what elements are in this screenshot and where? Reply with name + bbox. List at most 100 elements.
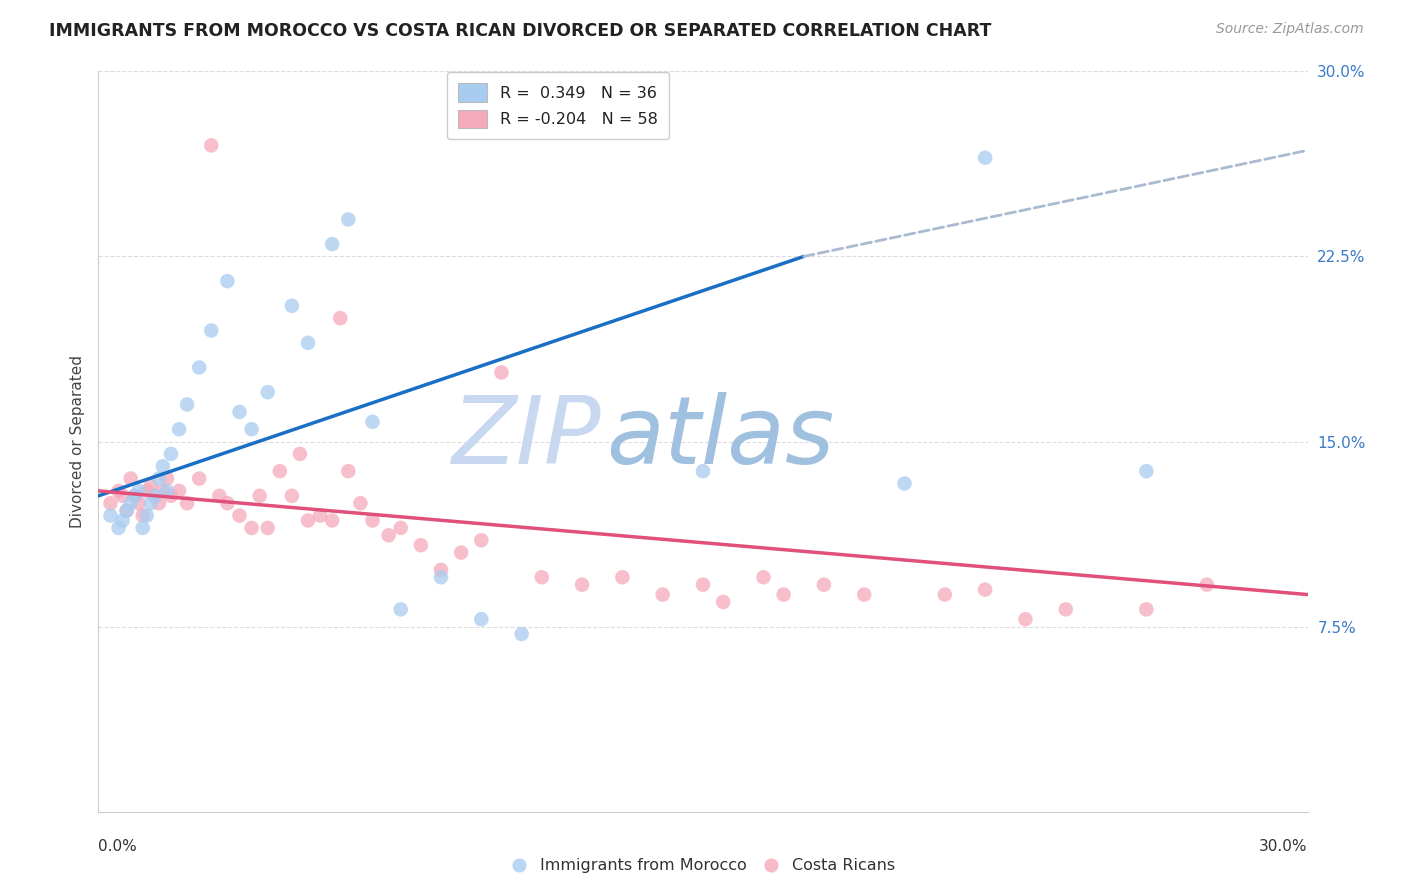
Point <box>813 577 835 591</box>
Point <box>1135 464 1157 478</box>
Point <box>256 385 278 400</box>
Point <box>217 274 239 288</box>
Point <box>491 366 513 380</box>
Legend: Immigrants from Morocco, Costa Ricans: Immigrants from Morocco, Costa Ricans <box>505 852 901 880</box>
Point <box>389 521 412 535</box>
Point <box>200 138 222 153</box>
Point <box>115 503 138 517</box>
Point <box>510 627 533 641</box>
Point <box>240 422 263 436</box>
Point <box>100 496 122 510</box>
Text: Source: ZipAtlas.com: Source: ZipAtlas.com <box>1216 22 1364 37</box>
Point <box>692 577 714 591</box>
Point <box>974 582 997 597</box>
Point <box>377 528 399 542</box>
Point <box>288 447 311 461</box>
Point <box>349 496 371 510</box>
Point <box>281 299 304 313</box>
Point <box>128 496 150 510</box>
Point <box>269 464 291 478</box>
Point <box>1014 612 1036 626</box>
Point <box>361 514 384 528</box>
Point <box>853 588 876 602</box>
Point <box>409 538 432 552</box>
Point <box>200 324 222 338</box>
Text: ZIP: ZIP <box>450 392 600 483</box>
Y-axis label: Divorced or Separated: Divorced or Separated <box>69 355 84 528</box>
Point <box>337 464 360 478</box>
Point <box>612 570 634 584</box>
Point <box>124 489 146 503</box>
Point <box>135 483 157 498</box>
Point <box>124 489 146 503</box>
Point <box>430 570 453 584</box>
Point <box>361 415 384 429</box>
Point <box>208 489 231 503</box>
Text: 30.0%: 30.0% <box>1260 838 1308 854</box>
Point <box>281 489 304 503</box>
Point <box>297 514 319 528</box>
Point <box>321 237 343 252</box>
Point <box>1135 602 1157 616</box>
Point <box>160 489 183 503</box>
Point <box>228 405 250 419</box>
Point <box>100 508 122 523</box>
Point <box>167 483 190 498</box>
Point <box>571 577 593 591</box>
Point <box>692 464 714 478</box>
Point <box>470 612 492 626</box>
Point <box>974 151 997 165</box>
Point <box>651 588 673 602</box>
Point <box>1054 602 1077 616</box>
Point <box>389 602 412 616</box>
Point <box>111 489 134 503</box>
Point <box>430 563 453 577</box>
Point <box>152 459 174 474</box>
Point <box>143 489 166 503</box>
Point <box>176 496 198 510</box>
Point <box>132 508 155 523</box>
Point <box>148 496 170 510</box>
Point <box>107 483 129 498</box>
Text: IMMIGRANTS FROM MOROCCO VS COSTA RICAN DIVORCED OR SEPARATED CORRELATION CHART: IMMIGRANTS FROM MOROCCO VS COSTA RICAN D… <box>49 22 991 40</box>
Point <box>135 508 157 523</box>
Point <box>120 471 142 485</box>
Point <box>120 496 142 510</box>
Point <box>188 471 211 485</box>
Point <box>752 570 775 584</box>
Point <box>711 595 734 609</box>
Point <box>450 546 472 560</box>
Point <box>893 476 915 491</box>
Point <box>107 521 129 535</box>
Point <box>329 311 352 326</box>
Point <box>470 533 492 548</box>
Point <box>143 489 166 503</box>
Point <box>132 521 155 535</box>
Point <box>176 398 198 412</box>
Point <box>111 514 134 528</box>
Point <box>772 588 794 602</box>
Point <box>148 471 170 485</box>
Point <box>152 483 174 498</box>
Point <box>297 335 319 350</box>
Point <box>934 588 956 602</box>
Point <box>309 508 332 523</box>
Point <box>188 360 211 375</box>
Point <box>321 514 343 528</box>
Point <box>156 471 179 485</box>
Legend: R =  0.349   N = 36, R = -0.204   N = 58: R = 0.349 N = 36, R = -0.204 N = 58 <box>447 72 669 139</box>
Point <box>217 496 239 510</box>
Point <box>228 508 250 523</box>
Point <box>160 447 183 461</box>
Point <box>337 212 360 227</box>
Point <box>256 521 278 535</box>
Text: atlas: atlas <box>606 392 835 483</box>
Point <box>139 479 162 493</box>
Point <box>167 422 190 436</box>
Point <box>249 489 271 503</box>
Point <box>115 503 138 517</box>
Text: 0.0%: 0.0% <box>98 838 138 854</box>
Point <box>240 521 263 535</box>
Point <box>156 483 179 498</box>
Point <box>530 570 553 584</box>
